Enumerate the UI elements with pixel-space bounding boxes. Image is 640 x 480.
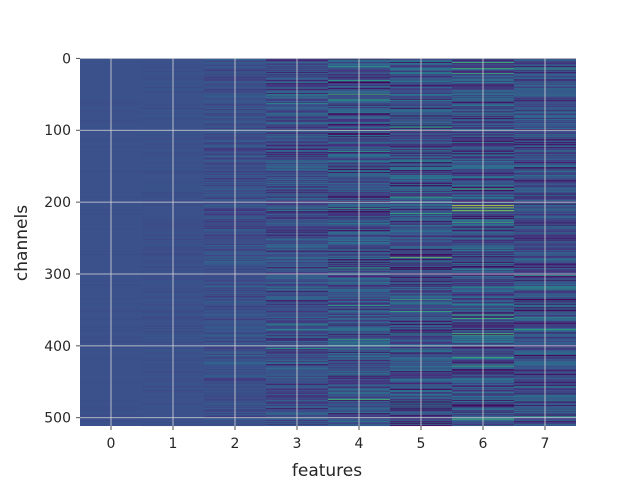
y-tick-label: 100 <box>44 123 71 139</box>
x-tick-label: 7 <box>541 436 550 452</box>
x-tick-label: 0 <box>107 436 116 452</box>
plot-area <box>80 58 576 427</box>
x-tick-label: 5 <box>417 436 426 452</box>
y-axis-label: channels <box>12 205 32 281</box>
y-tick-label: 500 <box>44 411 71 427</box>
x-tick-label: 2 <box>231 436 240 452</box>
x-axis-ticks: 0 1 2 3 4 5 6 7 <box>107 426 550 452</box>
x-tick-label: 6 <box>479 436 488 452</box>
y-tick-label: 400 <box>44 339 71 355</box>
x-tick-label: 4 <box>355 436 364 452</box>
grid-lines <box>80 57 576 426</box>
y-axis-ticks: 0 100 200 300 400 500 <box>44 51 80 427</box>
y-tick-label: 0 <box>62 51 71 67</box>
x-axis-label: features <box>292 461 362 480</box>
x-tick-label: 3 <box>293 436 302 452</box>
y-tick-label: 300 <box>44 267 71 283</box>
x-tick-label: 1 <box>169 436 178 452</box>
y-tick-label: 200 <box>44 195 71 211</box>
